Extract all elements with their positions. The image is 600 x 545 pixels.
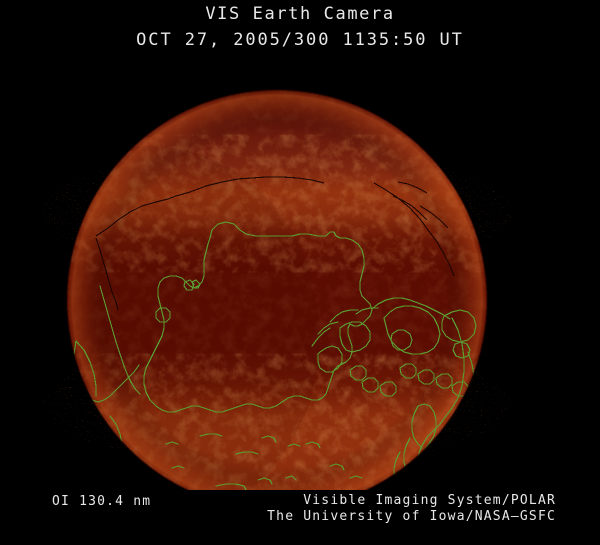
credit-block: Visible Imaging System/POLAR The Univers… (267, 493, 556, 525)
credit-institution: The University of Iowa/NASA—GSFC (267, 509, 556, 524)
coastline-overlay-dark (95, 176, 455, 311)
credit-instrument: Visible Imaging System/POLAR (303, 493, 556, 508)
earth-image-panel (0, 86, 600, 490)
earth-uv-disk-image (0, 86, 600, 490)
page-title: VIS Earth Camera (205, 4, 395, 24)
coastline-overlay (73, 221, 485, 490)
observation-timestamp: OCT 27, 2005/300 1135:50 UT (136, 30, 464, 50)
disk-edge-blend (66, 89, 488, 490)
wavelength-label: OI 130.4 nm (52, 494, 152, 509)
